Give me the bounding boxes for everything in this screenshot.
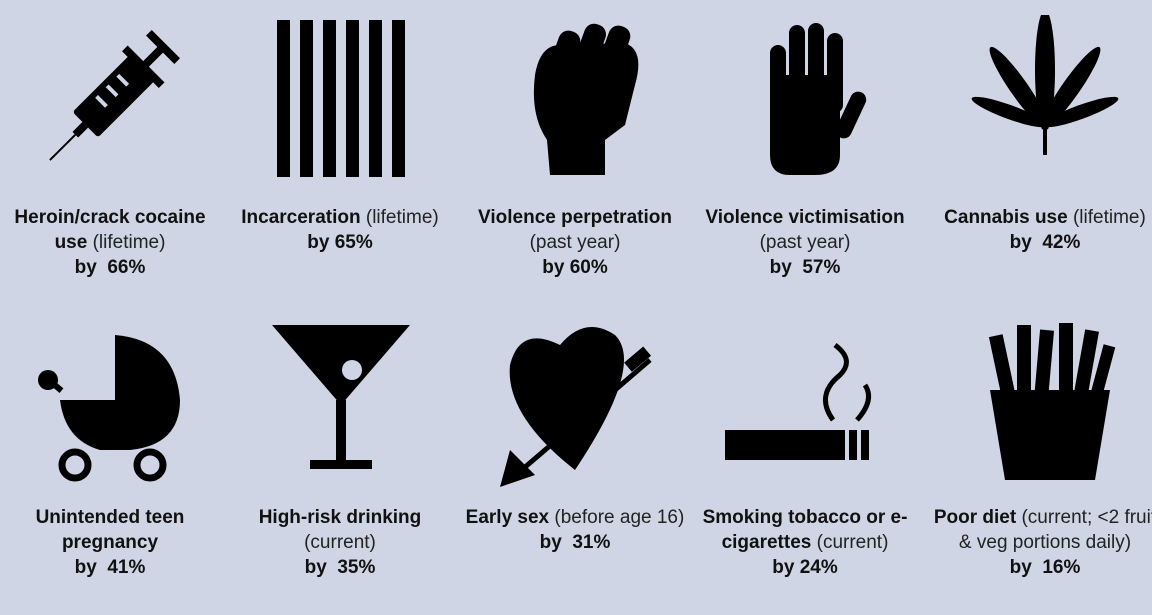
item-value: by 65% [307, 232, 373, 253]
item-value: by 24% [772, 557, 838, 578]
item-text: Violence victimisation (past year) by 57% [693, 205, 917, 280]
item-note: (past year) [529, 232, 621, 253]
item-name: Incarceration [241, 207, 361, 228]
risk-item: Heroin/crack cocaine use (lifetime) by 66… [0, 15, 222, 280]
item-note: (current; <2 fruit & veg portions daily) [958, 507, 1152, 553]
item-note: (before age 16) [554, 507, 685, 528]
item-text: Smoking tobacco or e-cigarettes (current… [693, 505, 917, 580]
item-value: by 60% [542, 257, 608, 278]
item-value: by 66% [74, 257, 146, 278]
item-text: Unintended teen pregnancy by 41% [0, 505, 222, 580]
icon [770, 23, 867, 175]
item-name: Early sex [465, 507, 550, 528]
item-value: by 57% [769, 257, 841, 278]
risk-item: High-risk drinking (current) by 35% [228, 315, 452, 580]
icon [971, 15, 1119, 155]
item-text: Cannabis use (lifetime) by 42% [933, 205, 1152, 255]
item-text: High-risk drinking (current) by 35% [228, 505, 452, 580]
risk-item: Cannabis use (lifetime) by 42% [933, 15, 1152, 255]
icon [725, 343, 872, 460]
risk-item: Violence perpetration (past year) by 60% [463, 15, 687, 280]
item-name: Smoking tobacco or e-cigarettes [702, 507, 908, 553]
item-note: (current) [304, 532, 376, 553]
item-text: Heroin/crack cocaine use (lifetime) by 66… [0, 205, 222, 280]
item-name: Poor diet [933, 507, 1017, 528]
item-text: Poor diet (current; <2 fruit & veg porti… [933, 505, 1152, 580]
icon [49, 29, 181, 161]
icon [533, 23, 639, 175]
icon [277, 20, 405, 177]
item-value: by 35% [304, 557, 376, 578]
risk-item: Early sex (before age 16) by 31% [463, 315, 687, 555]
risk-item: Violence victimisation (past year) by 57% [693, 15, 917, 280]
item-note: (past year) [759, 232, 851, 253]
item-text: Early sex (before age 16) by 31% [463, 505, 687, 555]
risk-item: Incarceration (lifetime) by 65% [228, 15, 452, 255]
icon [272, 325, 410, 469]
item-note: (lifetime) [365, 207, 439, 228]
risk-item: Smoking tobacco or e-cigarettes (current… [693, 315, 917, 580]
item-note: (current) [816, 532, 889, 553]
icon [988, 323, 1116, 480]
item-value: by 42% [1009, 232, 1081, 253]
item-name: Unintended teen pregnancy [35, 507, 185, 553]
item-text: Incarceration (lifetime) by 65% [228, 205, 452, 255]
risk-item: Poor diet (current; <2 fruit & veg porti… [933, 315, 1152, 580]
item-value: by 41% [74, 557, 146, 578]
item-text: Violence perpetration (past year) by 60% [463, 205, 687, 280]
item-name: High-risk drinking [258, 507, 422, 528]
item-value: by 16% [1009, 557, 1081, 578]
item-name: Violence victimisation [705, 207, 905, 228]
item-note: (lifetime) [1072, 207, 1146, 228]
risk-item: Unintended teen pregnancy by 41% [0, 315, 222, 580]
item-name: Heroin/crack cocaine use [14, 207, 206, 253]
item-value: by 31% [539, 532, 611, 553]
icon [38, 335, 180, 482]
icon [500, 327, 652, 487]
item-name: Cannabis use [944, 207, 1068, 228]
item-name: Violence perpetration [478, 207, 672, 228]
item-note: (lifetime) [92, 232, 166, 253]
